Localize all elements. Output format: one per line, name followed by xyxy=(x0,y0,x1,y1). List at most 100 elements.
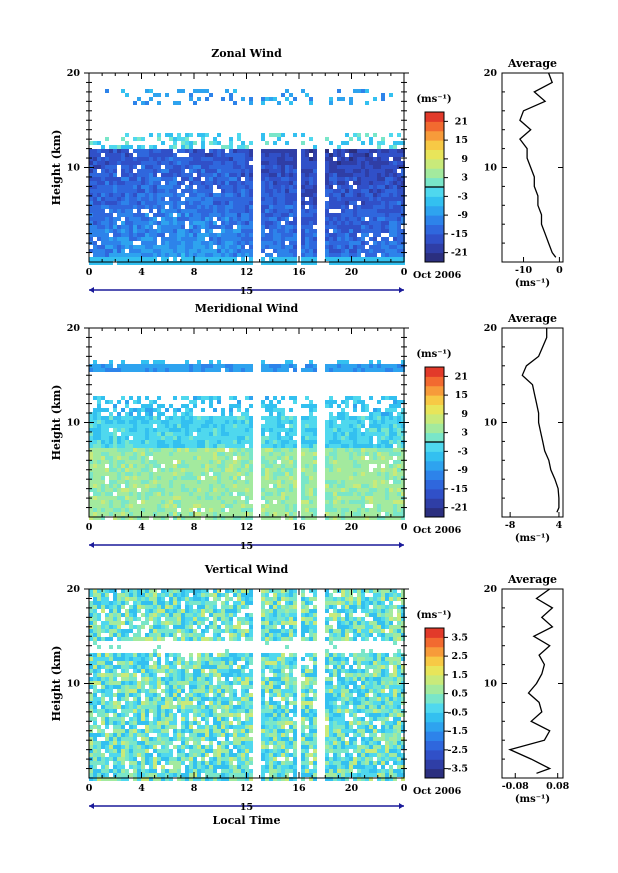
colorbar-tick-label: -3 xyxy=(457,446,468,457)
colorbar-swatch xyxy=(425,158,444,169)
colorbar-swatch xyxy=(425,674,444,685)
colorbar-tick-label: 15 xyxy=(455,390,468,401)
colorbar-swatch xyxy=(425,404,444,415)
average-profile: Average 10 20 -10 0 (ms⁻¹) xyxy=(484,57,564,289)
colorbar-swatch xyxy=(425,432,444,443)
colorbar-swatch xyxy=(425,703,444,713)
profile-frame xyxy=(501,327,564,518)
date-label: 15 xyxy=(240,541,253,552)
colorbar-swatch xyxy=(425,656,444,666)
x-tick-label: 8 xyxy=(191,522,198,533)
colorbar-tick-label: -21 xyxy=(451,503,468,514)
colorbar-unit: (ms⁻¹) xyxy=(416,349,451,360)
profile-y-tick-label: 20 xyxy=(484,68,498,79)
x-tick-label: 0 xyxy=(86,783,93,794)
colorbar-swatch xyxy=(425,646,444,657)
month-label: Oct 2006 xyxy=(413,525,462,536)
date-range-arrow xyxy=(89,287,94,293)
profile-x-tick-label: 4 xyxy=(556,520,563,531)
y-tick-label: 20 xyxy=(67,68,81,79)
y-tick-label: 20 xyxy=(67,323,81,334)
colorbar-swatch xyxy=(425,479,444,490)
colorbar-tick-label: 3 xyxy=(461,428,468,439)
y-axis-label: Height (km) xyxy=(50,130,63,206)
colorbar-swatch xyxy=(425,367,444,377)
profile-title: Average xyxy=(507,573,557,586)
colorbar-swatch xyxy=(425,442,444,452)
colorbar-swatch xyxy=(425,177,444,188)
x-tick-label: 0 xyxy=(401,783,408,794)
colorbar-swatch xyxy=(425,749,444,760)
date-range-arrow xyxy=(89,542,94,548)
month-label: Oct 2006 xyxy=(413,270,462,281)
panel-vertical-wind: Vertical Wind 0 4 8 12 16 20 0 10 20 Height (km) 15… xyxy=(50,563,570,827)
x-tick-label: 12 xyxy=(240,267,253,278)
x-tick-label: 20 xyxy=(345,783,359,794)
colorbar-tick-label: -3.5 xyxy=(448,764,468,775)
colorbar-tick-label: 15 xyxy=(455,135,468,146)
profile-title: Average xyxy=(507,57,557,70)
profile-x-label: (ms⁻¹) xyxy=(515,278,550,289)
colorbar-swatch xyxy=(425,140,444,150)
colorbar-swatch xyxy=(425,637,444,648)
x-axis-label: Local Time xyxy=(213,814,281,827)
colorbar-swatch xyxy=(425,693,444,704)
y-tick-label: 10 xyxy=(67,418,81,429)
colorbar-tick-label: -0.5 xyxy=(448,707,468,718)
date-range-arrow xyxy=(399,542,404,548)
colorbar-tick-label: 9 xyxy=(461,154,468,165)
colorbar-swatch xyxy=(425,507,444,518)
colorbar-swatch xyxy=(425,451,444,462)
profile-line xyxy=(519,72,557,258)
colorbar-swatch xyxy=(425,759,444,770)
profile-line xyxy=(508,588,554,774)
profile-x-tick-label: 0 xyxy=(556,265,563,276)
profile-x-tick-label: 0.08 xyxy=(546,781,570,792)
x-tick-label: 8 xyxy=(191,267,198,278)
average-profile: Average 10 20 -8 4 (ms⁻¹) xyxy=(484,312,564,544)
x-tick-label: 0 xyxy=(401,267,408,278)
colorbar-tick-label: 0.5 xyxy=(451,689,468,700)
colorbar-tick-label: 3.5 xyxy=(451,632,468,643)
panel-zonal-wind: Zonal Wind 0 4 8 12 16 20 0 10 20 Height (km) 15 Oct… xyxy=(50,47,564,297)
colorbar-swatch xyxy=(425,413,444,424)
colorbar-swatch xyxy=(425,721,444,732)
colorbar-swatch xyxy=(425,423,444,434)
profile-x-tick-label: -10 xyxy=(515,265,533,276)
colorbar-tick-label: 3 xyxy=(461,173,468,184)
profile-x-tick-label: -8 xyxy=(505,520,516,531)
y-tick-label: 20 xyxy=(67,584,81,595)
colorbar-swatch xyxy=(425,187,444,197)
y-tick-label: 10 xyxy=(67,679,81,690)
profile-x-label: (ms⁻¹) xyxy=(515,794,550,805)
colorbar-swatch xyxy=(425,243,444,254)
colorbar-swatch xyxy=(425,460,444,471)
colorbar-tick-label: -2.5 xyxy=(448,745,468,756)
colorbar-tick-label: -3 xyxy=(457,191,468,202)
colorbar-swatch xyxy=(425,488,444,499)
colorbar-swatch xyxy=(425,628,444,638)
x-tick-label: 0 xyxy=(86,522,93,533)
colorbar-swatch xyxy=(425,121,444,132)
x-tick-label: 0 xyxy=(401,522,408,533)
colorbar-frame xyxy=(424,627,445,779)
average-profile: Average 10 20 -0.08 0.08 (ms⁻¹) xyxy=(484,573,570,805)
colorbar-swatch xyxy=(425,196,444,207)
panel-meridional-wind: Meridional Wind 0 4 8 12 16 20 0 10 20 Height (km)… xyxy=(50,302,564,552)
colorbar-swatch xyxy=(425,224,444,235)
colorbar-tick-label: -1.5 xyxy=(448,726,468,737)
x-tick-label: 16 xyxy=(292,522,306,533)
profile-y-tick-label: 10 xyxy=(484,679,498,690)
heatmap-cells xyxy=(89,89,405,265)
date-range-arrow xyxy=(399,287,404,293)
colorbar-swatch xyxy=(425,205,444,216)
colorbar-swatch xyxy=(425,768,444,779)
colorbar-unit: (ms⁻¹) xyxy=(416,610,451,621)
heatmap-cells xyxy=(89,360,405,520)
profile-x-tick-label: -0.08 xyxy=(502,781,529,792)
date-label: 15 xyxy=(240,802,253,813)
colorbar-swatch xyxy=(425,385,444,396)
colorbar-swatch xyxy=(425,684,444,695)
colorbar-tick-label: -9 xyxy=(457,210,468,221)
